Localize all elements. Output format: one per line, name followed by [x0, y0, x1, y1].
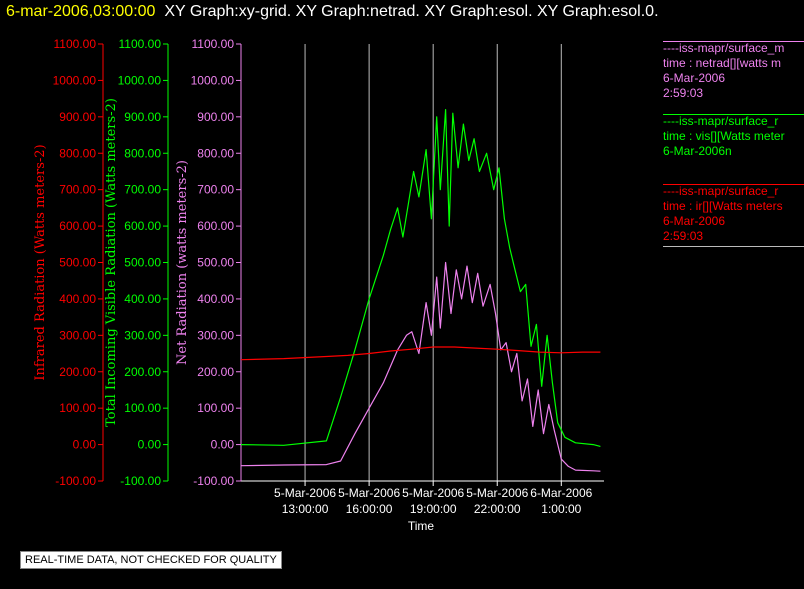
quality-note: REAL-TIME DATA, NOT CHECKED FOR QUALITY — [20, 551, 282, 569]
visible-axis-tick-label: 1000.00 — [118, 73, 162, 87]
infrared-axis-tick-label: -100.00 — [55, 474, 96, 488]
infrared-axis-tick-label: 1000.00 — [53, 73, 97, 87]
infrared-radiation-series — [240, 346, 601, 361]
net-axis-tick-label: 700.00 — [197, 183, 234, 197]
x-tick-label-date: 5-Mar-2006 — [274, 486, 336, 500]
legend-swatch — [663, 184, 804, 185]
x-tick-label-time: 16:00:00 — [346, 502, 393, 516]
legend-swatch — [663, 114, 804, 115]
legend-date: 6-Mar-2006 — [663, 71, 726, 85]
title-bar: 6-mar-2006,03:00:00 XY Graph:xy-grid. XY… — [6, 3, 659, 21]
visible-axis-tick-label: 0.00 — [138, 438, 162, 452]
title-timestamp: 6-mar-2006,03:00:00 — [6, 3, 156, 20]
infrared-axis-tick-label: 100.00 — [59, 401, 96, 415]
infrared-axis-tick-label: 1100.00 — [54, 37, 97, 51]
x-tick-label-date: 5-Mar-2006 — [338, 486, 400, 500]
infrared-axis-tick-label: 200.00 — [59, 365, 96, 379]
legend-date: 6-Mar-2006 — [663, 214, 726, 228]
x-tick-label-time: 13:00:00 — [282, 502, 329, 516]
x-tick-label-date: 6-Mar-2006 — [530, 486, 592, 500]
infrared-axis-label: Infrared Radiation (Watts meters-2) — [33, 144, 48, 380]
net-axis-tick-label: -100.00 — [193, 474, 234, 488]
legend-swatch — [663, 41, 804, 42]
visible-axis-tick-label: -100.00 — [120, 474, 161, 488]
legend-infrared: ----iss-mapr/surface_r time : ir[][Watts… — [663, 184, 804, 247]
net-axis-tick-label: 100.00 — [197, 401, 234, 415]
infrared-axis-tick-label: 0.00 — [73, 438, 97, 452]
visible-axis-tick-label: 700.00 — [124, 183, 161, 197]
infrared-axis-tick-label: 700.00 — [59, 183, 96, 197]
infrared-axis-tick-label: 900.00 — [59, 110, 96, 124]
net-axis-tick-label: 1100.00 — [192, 37, 235, 51]
net-axis-tick-label: 500.00 — [197, 256, 234, 270]
visible-axis-tick-label: 600.00 — [124, 219, 161, 233]
legend-visible: ----iss-mapr/surface_r time : vis[][Watt… — [663, 114, 804, 159]
net-axis-tick-label: 400.00 — [197, 292, 234, 306]
x-tick-label-time: 22:00:00 — [474, 502, 521, 516]
net-axis-tick-label: 600.00 — [197, 219, 234, 233]
net-axis-tick-label: 1000.00 — [191, 73, 235, 87]
legend-variable: time : vis[][Watts meter — [663, 129, 785, 143]
x-tick-label-date: 5-Mar-2006 — [466, 486, 528, 500]
x-tick-label-date: 5-Mar-2006 — [402, 486, 464, 500]
legend-source: ----iss-mapr/surface_r — [663, 184, 779, 198]
net-axis-tick-label: 0.00 — [211, 438, 235, 452]
visible-axis-tick-label: 100.00 — [124, 401, 161, 415]
x-tick-label-time: 1:00:00 — [541, 502, 581, 516]
net-axis-label: Net Radiation (watts meters-2) — [175, 160, 190, 365]
visible-radiation-series — [240, 109, 601, 447]
legend-variable: time : ir[][Watts meters — [663, 199, 783, 213]
x-tick-label-time: 19:00:00 — [410, 502, 457, 516]
grid-layer — [304, 44, 562, 481]
series-layer — [240, 109, 601, 472]
visible-axis-tick-label: 800.00 — [124, 146, 161, 160]
infrared-axis-tick-label: 800.00 — [59, 146, 96, 160]
visible-axis-tick-label: 1100.00 — [119, 37, 162, 51]
x-axis-label: Time — [408, 519, 435, 533]
legend-date: 6-Mar-2006n — [663, 144, 732, 158]
visible-axis-tick-label: 200.00 — [124, 365, 161, 379]
net-axis-tick-label: 800.00 — [197, 146, 234, 160]
net-axis-tick-label: 300.00 — [197, 328, 234, 342]
visible-axis-tick-label: 400.00 — [124, 292, 161, 306]
infrared-axis-tick-label: 500.00 — [59, 256, 96, 270]
net-axis-tick-label: 200.00 — [197, 365, 234, 379]
visible-axis-tick-label: 500.00 — [124, 256, 161, 270]
legend-variable: time : netrad[][watts m — [663, 56, 782, 70]
net-radiation-series — [240, 261, 601, 472]
legend-net: ----iss-mapr/surface_m time : netrad[][w… — [663, 41, 804, 101]
title-graph-list: XY Graph:xy-grid. XY Graph:netrad. XY Gr… — [164, 3, 659, 20]
infrared-axis-tick-label: 300.00 — [59, 328, 96, 342]
legend-source: ----iss-mapr/surface_r — [663, 114, 779, 128]
axes-layer: 5-Mar-2006 13:00:00 5-Mar-2006 16:00:00 5-Ma… — [33, 37, 604, 516]
visible-axis-tick-label: 900.00 — [124, 110, 161, 124]
infrared-axis-tick-label: 600.00 — [59, 219, 96, 233]
visible-axis-label: Total Incoming Visible Radiation (Watts … — [104, 98, 119, 427]
legend-bottom-rule — [663, 246, 804, 247]
legend-time: 2:59:03 — [663, 86, 704, 100]
infrared-axis-tick-label: 400.00 — [59, 292, 96, 306]
visible-axis-tick-label: 300.00 — [124, 328, 161, 342]
net-axis-tick-label: 900.00 — [197, 110, 234, 124]
legend-time: 2:59:03 — [663, 229, 704, 243]
legend-source: ----iss-mapr/surface_m — [663, 41, 785, 55]
